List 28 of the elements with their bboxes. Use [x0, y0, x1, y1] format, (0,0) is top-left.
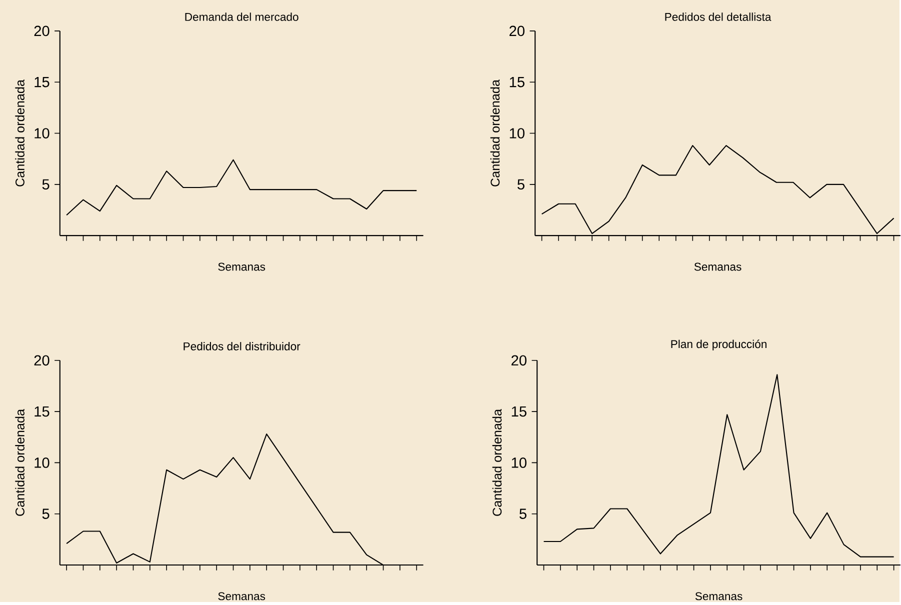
chart-title: Demanda del mercado	[185, 12, 298, 22]
x-axis-title: Semanas	[218, 592, 266, 600]
y-tick-label: 5	[42, 508, 50, 520]
y-tick-label: 20	[512, 355, 526, 366]
y-axis-title: Cantidad ordenada	[15, 80, 24, 187]
chart-title: Pedidos del distribuidor	[184, 342, 300, 351]
y-tick-label: 15	[512, 406, 526, 417]
x-axis-title: Semanas	[218, 262, 266, 271]
y-tick-label: 5	[518, 180, 524, 190]
y-tick-label: 15	[510, 77, 524, 88]
y-axis-title: Cantidad ordenada	[15, 409, 24, 516]
chart-title: Plan de producción	[671, 340, 766, 351]
y-axis-title: Cantidad ordenada	[492, 409, 502, 516]
x-axis-title: Semanas	[695, 592, 742, 600]
x-axis-title: Semanas	[694, 262, 742, 271]
y-tick-label: 10	[510, 128, 524, 139]
y-tick-label: 15	[34, 77, 50, 88]
y-tick-label: 10	[34, 458, 50, 468]
y-tick-label: 10	[34, 128, 50, 139]
y-tick-label: 10	[512, 458, 526, 468]
y-tick-label: 5	[520, 508, 526, 520]
y-tick-label: 20	[34, 26, 50, 36]
y-tick-label: 15	[34, 406, 50, 417]
y-tick-label: 5	[42, 180, 50, 190]
chart-title: Pedidos del detallista	[665, 12, 772, 22]
y-axis-title: Cantidad ordenada	[490, 80, 500, 187]
y-tick-label: 20	[510, 26, 524, 36]
y-tick-label: 20	[34, 355, 50, 366]
